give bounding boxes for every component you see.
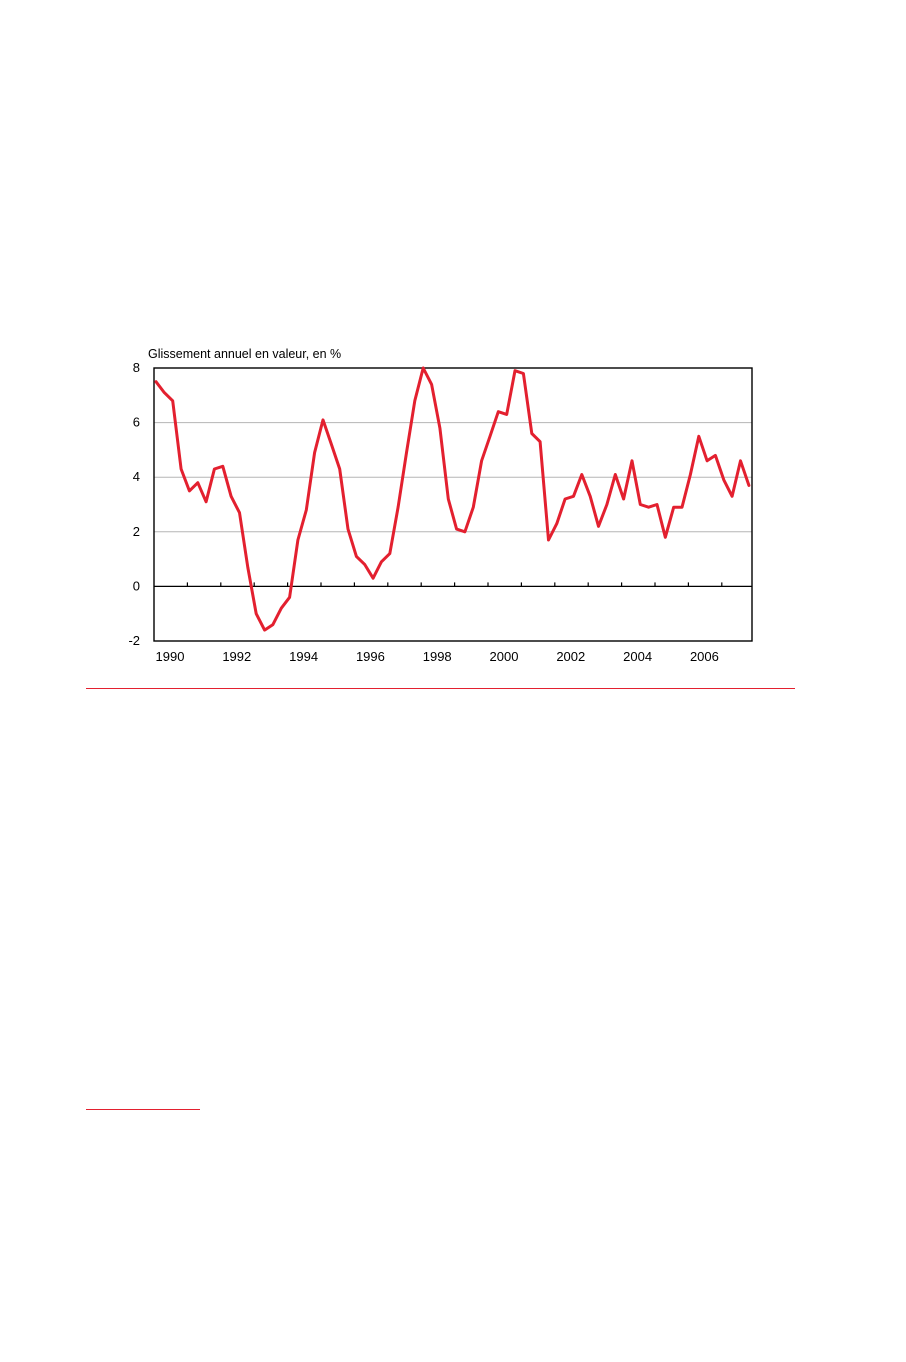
y-tick-label: 4	[133, 469, 140, 484]
data-point	[447, 498, 450, 501]
data-point	[605, 503, 608, 506]
data-point	[706, 459, 709, 462]
data-point	[196, 481, 199, 484]
data-point	[163, 391, 166, 394]
data-point	[405, 451, 408, 454]
data-point	[555, 522, 558, 525]
data-point	[313, 451, 316, 454]
data-point	[530, 432, 533, 435]
data-point	[639, 503, 642, 506]
data-point	[238, 511, 241, 514]
x-tick-label: 1992	[222, 649, 251, 664]
data-point	[622, 498, 625, 501]
data-point	[455, 528, 458, 531]
data-point	[338, 468, 341, 471]
data-point	[188, 489, 191, 492]
y-axis-ticks: 8 6 4 2 0 -2	[128, 360, 140, 648]
data-point	[180, 468, 183, 471]
footnote-divider	[86, 1109, 200, 1110]
x-tick-label: 1990	[156, 649, 185, 664]
data-point	[647, 506, 650, 509]
data-point	[589, 495, 592, 498]
data-point	[171, 399, 174, 402]
data-point	[263, 629, 266, 632]
data-point	[280, 607, 283, 610]
data-point	[380, 560, 383, 563]
data-point	[221, 465, 224, 468]
x-tick-label: 1996	[356, 649, 385, 664]
data-point	[430, 383, 433, 386]
data-point	[472, 506, 475, 509]
x-tick-label: 1994	[289, 649, 318, 664]
data-point	[539, 440, 542, 443]
series-line	[154, 366, 751, 632]
x-tick-label: 1998	[423, 649, 452, 664]
data-point	[213, 468, 216, 471]
data-point	[330, 443, 333, 446]
line-chart-svg: 8 6 4 2 0 -2 1990 1992 1994 1996 1998 2000 2002 2004…	[128, 347, 753, 664]
x-tick-label: 2002	[556, 649, 585, 664]
data-point	[630, 459, 633, 462]
data-point	[305, 508, 308, 511]
y-axis-label: Glissement annuel en valeur, en %	[148, 347, 341, 361]
data-point	[714, 454, 717, 457]
data-point	[230, 495, 233, 498]
data-point	[397, 506, 400, 509]
gridlines	[154, 422, 752, 533]
data-point	[463, 530, 466, 533]
data-point	[413, 399, 416, 402]
data-point	[505, 413, 508, 416]
y-tick-label: 2	[133, 524, 140, 539]
data-point	[355, 555, 358, 558]
data-point	[246, 566, 249, 569]
y-tick-label: 0	[133, 578, 140, 593]
y-tick-label: 6	[133, 415, 140, 430]
data-point	[296, 538, 299, 541]
data-points	[155, 367, 751, 632]
data-point	[656, 503, 659, 506]
data-point	[597, 525, 600, 528]
data-point	[681, 506, 684, 509]
data-point	[497, 410, 500, 413]
data-point	[747, 484, 750, 487]
data-point	[547, 538, 550, 541]
data-point	[522, 372, 525, 375]
data-point	[322, 418, 325, 421]
data-point	[689, 473, 692, 476]
data-point	[347, 528, 350, 531]
data-point	[271, 623, 274, 626]
data-point	[363, 563, 366, 566]
data-point	[388, 552, 391, 555]
data-point	[664, 536, 667, 539]
data-point	[697, 435, 700, 438]
data-point	[514, 369, 517, 372]
x-axis-ticks: 1990 1992 1994 1996 1998 2000 2002 2004 2006	[156, 582, 723, 664]
data-point	[422, 367, 425, 370]
data-point	[480, 459, 483, 462]
data-point	[205, 500, 208, 503]
data-point	[372, 577, 375, 580]
data-point	[155, 380, 158, 383]
section-divider	[86, 688, 795, 689]
data-point	[739, 459, 742, 462]
chart: 8 6 4 2 0 -2 1990 1992 1994 1996 1998 2000 2002 2004…	[128, 347, 753, 664]
x-tick-label: 2006	[690, 649, 719, 664]
plot-frame	[153, 367, 753, 642]
data-point	[288, 596, 291, 599]
y-tick-label: -2	[128, 633, 140, 648]
y-tick-label: 8	[133, 360, 140, 375]
data-point	[614, 473, 617, 476]
data-point	[255, 612, 258, 615]
data-point	[580, 473, 583, 476]
data-point	[722, 478, 725, 481]
data-point	[564, 498, 567, 501]
data-point	[731, 495, 734, 498]
data-point	[438, 427, 441, 430]
x-tick-label: 2000	[490, 649, 519, 664]
x-tick-label: 2004	[623, 649, 652, 664]
data-point	[672, 506, 675, 509]
data-point	[572, 495, 575, 498]
data-point	[489, 435, 492, 438]
